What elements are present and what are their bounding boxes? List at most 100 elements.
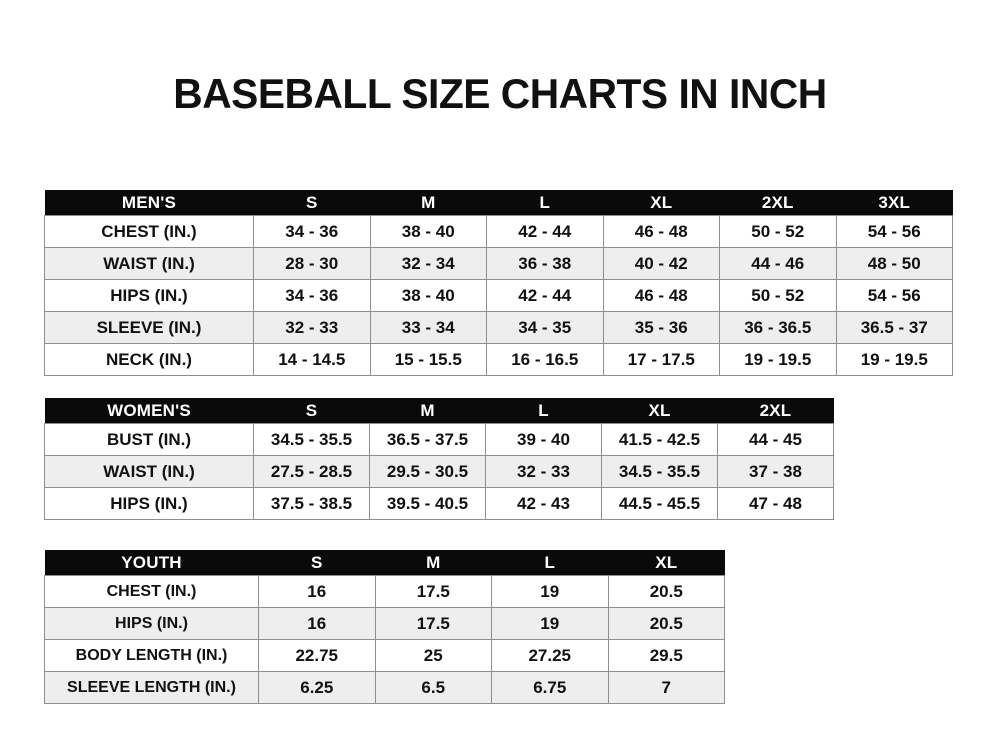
womens-cell-value: 34.5 - 35.5 (253, 423, 370, 456)
table-row: HIPS (IN.) 16 17.5 19 20.5 (44, 607, 725, 640)
mens-cell-value: 14 - 14.5 (253, 343, 371, 376)
mens-cell-value: 33 - 34 (369, 311, 487, 344)
table-row: CHEST (IN.) 34 - 36 38 - 40 42 - 44 46 - 48 5… (44, 215, 953, 248)
mens-row-label: NECK (IN.) (44, 343, 254, 376)
mens-cell-value: 34 - 36 (253, 279, 371, 312)
youth-size-column-m: M (375, 550, 492, 576)
womens-cell-value: 44 - 45 (717, 423, 834, 456)
table-row: HIPS (IN.) 37.5 - 38.5 39.5 - 40.5 42 - 43 4… (44, 487, 834, 520)
womens-cell-value: 42 - 43 (485, 487, 602, 520)
mens-header-label: MEN'S (44, 190, 254, 216)
mens-row-label: CHEST (IN.) (44, 215, 254, 248)
youth-header-label: YOUTH (44, 550, 259, 576)
womens-table-body: BUST (IN.) 34.5 - 35.5 36.5 - 37.5 39 - 40 4… (44, 423, 834, 520)
mens-size-column-2xl: 2XL (719, 190, 836, 216)
youth-cell-value: 27.25 (491, 639, 609, 672)
mens-cell-value: 38 - 40 (369, 279, 487, 312)
youth-table-head: YOUTH S M L XL (44, 550, 725, 576)
mens-size-column-xl: XL (603, 190, 720, 216)
youth-size-table: YOUTH S M L XL CHEST (IN.) 16 17.5 19 20.5 HIPS (… (44, 550, 725, 704)
page-title: BASEBALL SIZE CHARTS IN INCH (173, 70, 827, 117)
youth-row-label: HIPS (IN.) (44, 607, 259, 640)
youth-cell-value: 22.75 (258, 639, 376, 672)
table-row: NECK (IN.) 14 - 14.5 15 - 15.5 16 - 16.5 17 … (44, 343, 953, 376)
table-row: BODY LENGTH (IN.) 22.75 25 27.25 29.5 (44, 639, 725, 672)
womens-cell-value: 36.5 - 37.5 (369, 423, 486, 456)
youth-cell-value: 29.5 (607, 639, 725, 672)
womens-cell-value: 39.5 - 40.5 (369, 487, 486, 520)
mens-cell-value: 46 - 48 (602, 279, 720, 312)
mens-cell-value: 34 - 35 (486, 311, 604, 344)
table-row: WAIST (IN.) 28 - 30 32 - 34 36 - 38 40 - 42 4… (44, 247, 953, 280)
womens-cell-value: 47 - 48 (717, 487, 834, 520)
table-row: BUST (IN.) 34.5 - 35.5 36.5 - 37.5 39 - 40 4… (44, 423, 834, 456)
womens-header-label: WOMEN'S (44, 398, 254, 424)
womens-size-table: WOMEN'S S M L XL 2XL BUST (IN.) 34.5 - 35.5 36.… (44, 398, 834, 520)
womens-size-column-m: M (369, 398, 486, 424)
mens-cell-value: 36.5 - 37 (835, 311, 953, 344)
mens-size-column-m: M (370, 190, 487, 216)
mens-cell-value: 16 - 16.5 (486, 343, 604, 376)
mens-cell-value: 28 - 30 (253, 247, 371, 280)
mens-cell-value: 44 - 46 (719, 247, 837, 280)
mens-table-body: CHEST (IN.) 34 - 36 38 - 40 42 - 44 46 - 48 5… (44, 215, 953, 376)
womens-size-column-xl: XL (601, 398, 718, 424)
table-row: SLEEVE LENGTH (IN.) 6.25 6.5 6.75 7 (44, 671, 725, 704)
mens-row-label: WAIST (IN.) (44, 247, 254, 280)
mens-cell-value: 46 - 48 (602, 215, 720, 248)
youth-cell-value: 25 (374, 639, 492, 672)
mens-cell-value: 17 - 17.5 (602, 343, 720, 376)
mens-cell-value: 38 - 40 (369, 215, 487, 248)
youth-cell-value: 20.5 (607, 575, 725, 608)
womens-cell-value: 27.5 - 28.5 (253, 455, 370, 488)
mens-cell-value: 36 - 36.5 (719, 311, 837, 344)
mens-cell-value: 54 - 56 (835, 215, 953, 248)
youth-table-body: CHEST (IN.) 16 17.5 19 20.5 HIPS (IN.) 16 17.5 1… (44, 575, 725, 704)
mens-row-label: HIPS (IN.) (44, 279, 254, 312)
mens-table-head: MEN'S S M L XL 2XL 3XL (44, 190, 953, 216)
table-row: CHEST (IN.) 16 17.5 19 20.5 (44, 575, 725, 608)
youth-size-column-xl: XL (608, 550, 725, 576)
mens-cell-value: 42 - 44 (486, 215, 604, 248)
youth-cell-value: 6.25 (258, 671, 376, 704)
youth-cell-value: 7 (607, 671, 725, 704)
womens-cell-value: 34.5 - 35.5 (601, 455, 718, 488)
youth-row-label: BODY LENGTH (IN.) (44, 639, 259, 672)
youth-cell-value: 19 (491, 607, 609, 640)
youth-cell-value: 17.5 (374, 607, 492, 640)
mens-cell-value: 15 - 15.5 (369, 343, 487, 376)
mens-size-column-s: S (253, 190, 370, 216)
youth-header-row: YOUTH S M L XL (44, 550, 725, 576)
youth-cell-value: 20.5 (607, 607, 725, 640)
youth-cell-value: 16 (258, 575, 376, 608)
youth-cell-value: 17.5 (374, 575, 492, 608)
womens-cell-value: 41.5 - 42.5 (601, 423, 718, 456)
womens-size-column-2xl: 2XL (717, 398, 834, 424)
youth-size-column-s: S (258, 550, 375, 576)
mens-cell-value: 50 - 52 (719, 215, 837, 248)
youth-cell-value: 6.75 (491, 671, 609, 704)
mens-cell-value: 36 - 38 (486, 247, 604, 280)
mens-row-label: SLEEVE (IN.) (44, 311, 254, 344)
youth-row-label: SLEEVE LENGTH (IN.) (44, 671, 259, 704)
mens-size-table: MEN'S S M L XL 2XL 3XL CHEST (IN.) 34 - 36 38 - … (44, 190, 953, 376)
mens-cell-value: 42 - 44 (486, 279, 604, 312)
womens-cell-value: 29.5 - 30.5 (369, 455, 486, 488)
table-row: HIPS (IN.) 34 - 36 38 - 40 42 - 44 46 - 48 50… (44, 279, 953, 312)
womens-cell-value: 32 - 33 (485, 455, 602, 488)
table-row: WAIST (IN.) 27.5 - 28.5 29.5 - 30.5 32 - 33… (44, 455, 834, 488)
mens-cell-value: 35 - 36 (602, 311, 720, 344)
mens-cell-value: 19 - 19.5 (719, 343, 837, 376)
youth-cell-value: 6.5 (374, 671, 492, 704)
youth-cell-value: 19 (491, 575, 609, 608)
mens-header-row: MEN'S S M L XL 2XL 3XL (44, 190, 953, 216)
mens-cell-value: 40 - 42 (602, 247, 720, 280)
womens-cell-value: 39 - 40 (485, 423, 602, 456)
womens-size-column-l: L (485, 398, 602, 424)
mens-cell-value: 19 - 19.5 (835, 343, 953, 376)
womens-cell-value: 37 - 38 (717, 455, 834, 488)
womens-row-label: HIPS (IN.) (44, 487, 254, 520)
mens-cell-value: 32 - 34 (369, 247, 487, 280)
youth-cell-value: 16 (258, 607, 376, 640)
womens-row-label: WAIST (IN.) (44, 455, 254, 488)
